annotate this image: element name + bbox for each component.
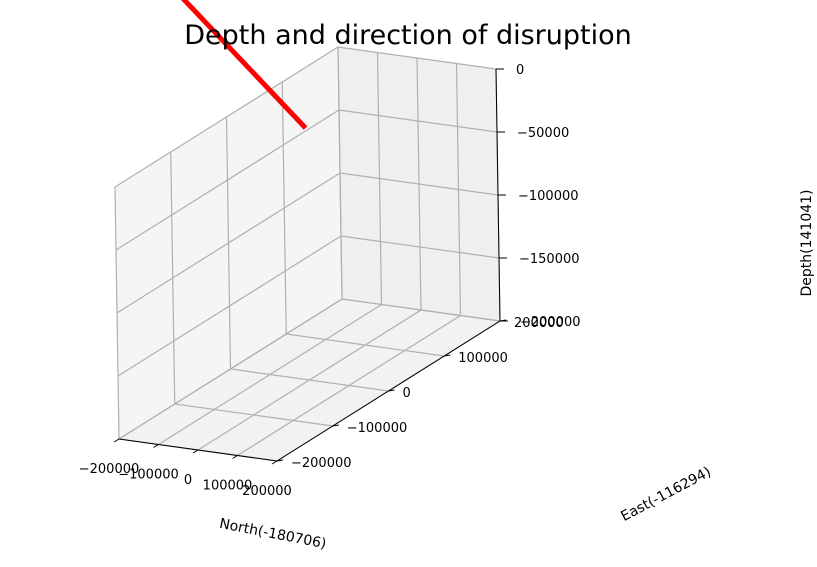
x-tick-mark bbox=[113, 438, 120, 443]
x-axis-label: North(-180706) bbox=[218, 516, 328, 552]
x-tick-label: 200000 bbox=[242, 484, 292, 499]
gridline-z bbox=[116, 172, 499, 314]
y-tick-label: 0 bbox=[403, 386, 411, 401]
series-line bbox=[180, 0, 308, 130]
chart-series bbox=[180, 0, 308, 130]
y-tick-label: 200000 bbox=[514, 316, 564, 331]
z-tick-label: −50000 bbox=[517, 126, 569, 141]
y-axis-label: East(-116294) bbox=[618, 464, 713, 525]
x-tick-mark bbox=[232, 455, 238, 459]
y-tick-label: −200000 bbox=[291, 456, 352, 471]
chart-ticks: −200000−100000 0 100000200000−200000−10000… bbox=[79, 63, 581, 499]
x-tick-label: −200000 bbox=[79, 462, 140, 477]
y-tick-mark bbox=[388, 389, 395, 392]
gridline-z bbox=[118, 298, 501, 440]
x-tick-mark bbox=[271, 460, 278, 465]
x-tick-label: 100000 bbox=[203, 479, 253, 494]
gridline-z bbox=[115, 109, 498, 251]
x-tick-mark bbox=[153, 444, 159, 448]
z-tick-label: −200000 bbox=[520, 315, 581, 330]
z-tick-label: −150000 bbox=[519, 252, 580, 267]
y-tick-label: −100000 bbox=[347, 421, 408, 436]
z-tick-label: −100000 bbox=[518, 189, 579, 204]
y-tick-label: 100000 bbox=[458, 351, 508, 366]
y-tick-mark bbox=[444, 354, 451, 357]
z-tick-label: 0 bbox=[516, 63, 524, 78]
gridline-z bbox=[117, 235, 500, 377]
x-tick-mark bbox=[192, 449, 199, 454]
x-tick-label: −100000 bbox=[118, 468, 179, 483]
chart-gridlines bbox=[114, 46, 501, 462]
gridline-z bbox=[114, 46, 497, 188]
x-tick-label: 0 bbox=[184, 473, 192, 488]
y-tick-mark bbox=[332, 424, 339, 427]
y-tick-mark bbox=[276, 459, 284, 462]
chart-title: Depth and direction of disruption bbox=[184, 20, 632, 51]
z-axis-label: Depth(141041) bbox=[799, 189, 815, 296]
